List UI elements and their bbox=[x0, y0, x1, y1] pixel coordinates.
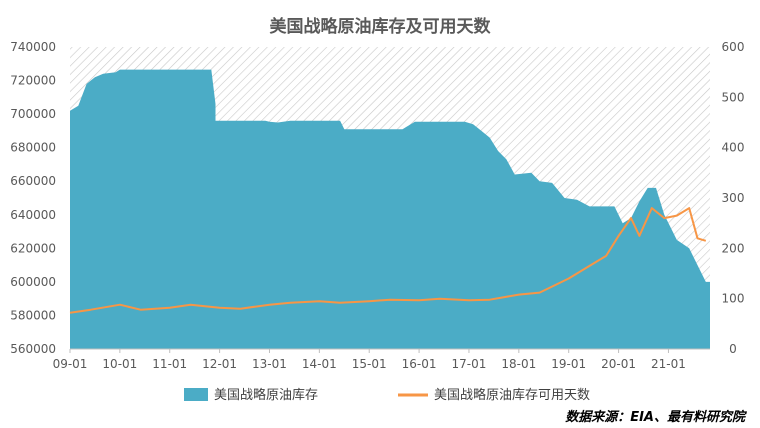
legend-label-days: 美国战略原油库存可用天数 bbox=[434, 387, 590, 403]
y-right-tick-label: 100 bbox=[722, 292, 745, 306]
y-right-tick-label: 400 bbox=[722, 141, 745, 155]
chart-title: 美国战略原油库存及可用天数 bbox=[270, 16, 492, 37]
y-right-tick-label: 200 bbox=[722, 241, 745, 255]
series-line-days bbox=[69, 207, 707, 314]
legend-label-inventory: 美国战略原油库存 bbox=[214, 387, 318, 403]
y-left-tick-label: 660000 bbox=[10, 174, 56, 188]
y-left-tick-label: 680000 bbox=[10, 141, 56, 155]
x-tick-label: 21-01 bbox=[651, 357, 686, 371]
y-left-tick-label: 560000 bbox=[10, 342, 56, 356]
y-left-tick-label: 620000 bbox=[10, 241, 56, 255]
y-left-tick-label: 740000 bbox=[10, 40, 56, 54]
legend: 美国战略原油库存 美国战略原油库存可用天数 bbox=[184, 387, 590, 403]
x-tick-label: 15-01 bbox=[352, 357, 387, 371]
x-tick-label: 13-01 bbox=[252, 357, 287, 371]
y-left-tick-label: 700000 bbox=[10, 107, 56, 121]
x-tick-label: 19-01 bbox=[551, 357, 586, 371]
x-tick-label: 10-01 bbox=[102, 357, 137, 371]
x-tick-label: 18-01 bbox=[501, 357, 536, 371]
legend-swatch-inventory bbox=[184, 388, 208, 401]
y-left-tick-label: 600000 bbox=[10, 275, 56, 289]
x-tick-label: 14-01 bbox=[302, 357, 337, 371]
x-tick-label: 11-01 bbox=[152, 357, 187, 371]
y-right-tick-label: 500 bbox=[722, 90, 745, 104]
y-left-tick-label: 720000 bbox=[10, 74, 56, 88]
x-tick-label: 16-01 bbox=[402, 357, 437, 371]
y-left-tick-label: 640000 bbox=[10, 208, 56, 222]
y-right-tick-label: 300 bbox=[722, 191, 745, 205]
source-note: 数据来源：EIA、最有料研究院 bbox=[565, 409, 748, 425]
x-tick-label: 09-01 bbox=[53, 357, 88, 371]
series-area-inventory bbox=[70, 69, 710, 349]
y-right-tick-label: 600 bbox=[722, 40, 745, 54]
y-right-tick-label: 0 bbox=[729, 342, 737, 356]
y-left-tick-label: 580000 bbox=[10, 308, 56, 322]
x-tick-label: 17-01 bbox=[452, 357, 487, 371]
x-tick-label: 12-01 bbox=[202, 357, 237, 371]
x-tick-label: 20-01 bbox=[601, 357, 636, 371]
